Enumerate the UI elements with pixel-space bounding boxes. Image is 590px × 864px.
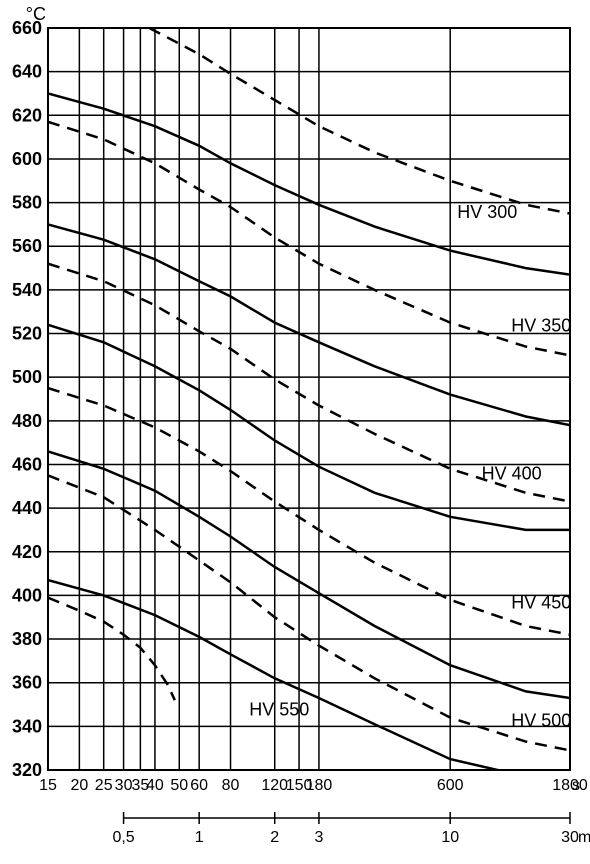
- x-tick-label: 150: [286, 777, 313, 794]
- y-tick-label: 640: [12, 62, 42, 82]
- x2-axis-unit: min: [578, 829, 590, 846]
- x2-tick-label: 1: [195, 829, 204, 846]
- y-tick-label: 500: [12, 367, 42, 387]
- hardness-temperature-chart: 3203403603804004204404604805005205405605…: [0, 0, 590, 864]
- plot-border: [48, 28, 570, 770]
- curve-dashed: [48, 122, 570, 356]
- x2-tick-label: 3: [314, 829, 323, 846]
- x-tick-label: 1800: [552, 777, 588, 794]
- y-tick-label: 540: [12, 280, 42, 300]
- x2-tick-label: 10: [441, 829, 459, 846]
- x-tick-label: 20: [70, 777, 88, 794]
- x2-tick-label: 0,5: [112, 829, 134, 846]
- x-tick-label: 60: [190, 777, 208, 794]
- curve-label: HV 350: [511, 315, 571, 335]
- curve-dashed: [149, 28, 570, 214]
- y-tick-label: 620: [12, 105, 42, 125]
- x-tick-label: 30: [115, 777, 133, 794]
- curve-label: HV 450: [511, 593, 571, 613]
- y-axis-unit: °C: [26, 4, 46, 24]
- y-tick-label: 600: [12, 149, 42, 169]
- x-tick-label: 120: [261, 777, 288, 794]
- curve-label: HV 550: [249, 699, 309, 719]
- y-tick-label: 360: [12, 673, 42, 693]
- y-tick-label: 480: [12, 411, 42, 431]
- curve-solid: [48, 451, 570, 698]
- x-tick-label: 80: [222, 777, 240, 794]
- y-tick-label: 520: [12, 324, 42, 344]
- curve-label: HV 400: [482, 464, 542, 484]
- y-tick-label: 460: [12, 454, 42, 474]
- x-tick-label: 25: [95, 777, 113, 794]
- curve-solid: [48, 224, 570, 425]
- y-tick-label: 580: [12, 193, 42, 213]
- x2-tick-label: 2: [270, 829, 279, 846]
- y-tick-label: 380: [12, 629, 42, 649]
- x-tick-label: 50: [170, 777, 188, 794]
- y-tick-label: 560: [12, 236, 42, 256]
- x-axis-unit: s: [572, 777, 580, 794]
- x-tick-label: 35: [131, 777, 149, 794]
- y-tick-label: 320: [12, 760, 42, 780]
- y-tick-label: 420: [12, 542, 42, 562]
- x2-tick-label: 30: [561, 829, 579, 846]
- x-tick-label: 15: [39, 777, 57, 794]
- y-tick-label: 340: [12, 716, 42, 736]
- y-tick-label: 400: [12, 585, 42, 605]
- curve-solid: [48, 325, 570, 530]
- curve-label: HV 300: [457, 202, 517, 222]
- curve-dashed: [48, 598, 175, 701]
- curve-label: HV 500: [511, 710, 571, 730]
- x-tick-label: 600: [437, 777, 464, 794]
- y-tick-label: 440: [12, 498, 42, 518]
